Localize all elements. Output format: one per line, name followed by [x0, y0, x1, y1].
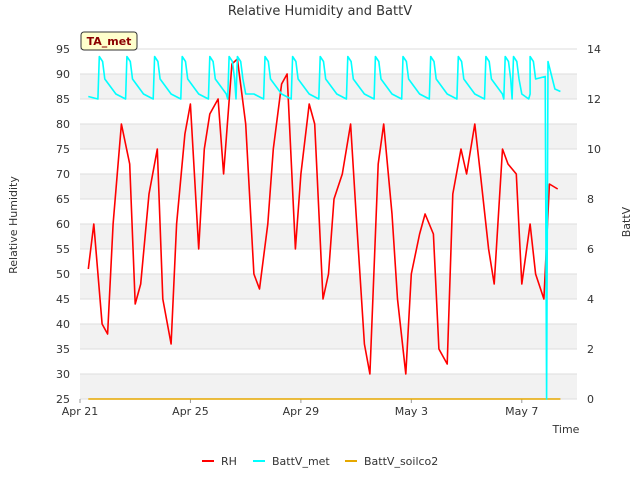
y-left-tick-label: 80	[56, 118, 70, 131]
y-left-tick-label: 70	[56, 168, 70, 181]
y-left-tick-label: 25	[56, 393, 70, 406]
y-left-tick-label: 50	[56, 268, 70, 281]
y-right-tick-label: 2	[587, 343, 594, 356]
y-left-tick-label: 45	[56, 293, 70, 306]
y-right-axis-ticks: 0 2 4 6 8 10 12 14	[587, 43, 601, 406]
legend-label: BattV_soilco2	[364, 455, 438, 468]
series-lines	[87, 55, 561, 400]
x-tick-label: Apr 25	[172, 405, 209, 418]
y-right-axis-label: BattV	[620, 206, 633, 237]
chart-title: Relative Humidity and BattV	[228, 4, 412, 19]
background-band	[80, 174, 577, 199]
y-left-tick-label: 85	[56, 93, 70, 106]
background-band	[80, 374, 577, 399]
series-battv-met-line	[88, 55, 561, 400]
y-right-tick-label: 8	[587, 193, 594, 206]
y-left-axis-label: Relative Humidity	[7, 176, 20, 274]
background-band	[80, 324, 577, 349]
y-left-tick-label: 60	[56, 218, 70, 231]
x-tick-label: Apr 21	[62, 405, 99, 418]
y-right-tick-label: 4	[587, 293, 594, 306]
y-right-tick-label: 10	[587, 143, 601, 156]
y-left-tick-label: 30	[56, 368, 70, 381]
y-right-tick-label: 0	[587, 393, 594, 406]
legend: RH BattV_met BattV_soilco2	[202, 455, 438, 468]
grid-lines	[80, 48, 577, 400]
x-tick-label: May 3	[395, 405, 428, 418]
background-band	[80, 124, 577, 149]
y-left-tick-label: 55	[56, 243, 70, 256]
y-right-tick-label: 6	[587, 243, 594, 256]
y-left-tick-label: 65	[56, 193, 70, 206]
y-left-tick-label: 40	[56, 318, 70, 331]
station-badge-label: TA_met	[87, 35, 132, 48]
background-bands	[80, 74, 577, 399]
y-right-tick-label: 12	[587, 93, 601, 106]
x-axis-label: Time	[552, 423, 580, 436]
x-tick-label: May 7	[505, 405, 538, 418]
background-band	[80, 74, 577, 99]
y-left-tick-label: 75	[56, 143, 70, 156]
station-badge-box	[80, 31, 138, 51]
y-right-tick-label: 14	[587, 43, 601, 56]
legend-label: BattV_met	[272, 455, 330, 468]
legend-label: RH	[221, 455, 237, 468]
x-tick-label: Apr 29	[283, 405, 320, 418]
y-left-axis-ticks: 25 30 35 40 45 50 55 60 65 70 75 80 85 90 95	[56, 43, 70, 406]
series-rh-line	[87, 58, 559, 375]
station-badge: TA_met	[80, 31, 138, 51]
background-band	[80, 274, 577, 299]
y-left-tick-label: 90	[56, 68, 70, 81]
background-band	[80, 224, 577, 249]
y-left-tick-label: 35	[56, 343, 70, 356]
x-axis-ticks: Apr 21 Apr 25 Apr 29 May 3 May 7	[62, 399, 538, 418]
y-left-tick-label: 95	[56, 43, 70, 56]
